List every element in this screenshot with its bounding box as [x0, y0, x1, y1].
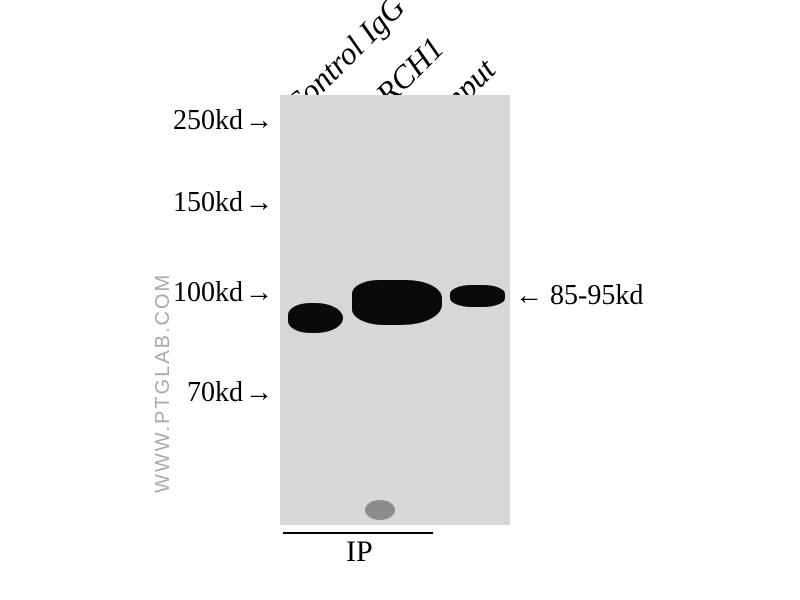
arrow-icon-250: →	[245, 105, 273, 137]
mw-text-250: 250kd	[173, 105, 243, 136]
western-blot-figure: WWW.PTGLAB.COM Control IgG LRCH1 Input 2…	[0, 0, 800, 600]
arrow-icon-100: →	[245, 277, 273, 309]
arrow-icon-detected: ←	[515, 280, 543, 312]
arrow-icon-70: →	[245, 377, 273, 409]
ip-bracket-line	[283, 532, 433, 534]
band-input	[450, 285, 505, 307]
mw-text-150: 150kd	[173, 187, 243, 218]
band-control-igg	[288, 303, 343, 333]
mw-text-70: 70kd	[187, 377, 243, 408]
mw-label-100: 100kd	[148, 277, 243, 309]
mw-text-100: 100kd	[173, 277, 243, 308]
mw-label-250: 250kd	[148, 105, 243, 137]
mw-label-150: 150kd	[148, 187, 243, 219]
detected-band-label: 85-95kd	[550, 280, 643, 312]
blot-membrane	[280, 95, 510, 525]
mw-label-70: 70kd	[148, 377, 243, 409]
arrow-icon-150: →	[245, 187, 273, 219]
band-lrch1	[352, 280, 442, 325]
blot-artifact	[365, 500, 395, 520]
ip-label: IP	[346, 535, 373, 569]
